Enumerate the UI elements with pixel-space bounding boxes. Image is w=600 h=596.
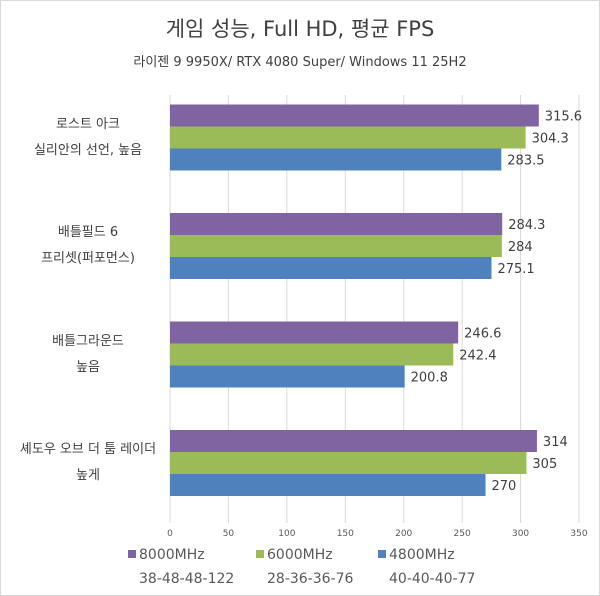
data-label: 284.3 [508, 218, 545, 233]
x-tick-label: 100 [278, 529, 295, 539]
legend-item: 6000MHz [256, 547, 333, 563]
legend-swatch [378, 550, 386, 558]
legend-timing: 28-36-36-76 [267, 571, 354, 587]
data-label: 305 [532, 457, 557, 472]
legend-swatch [256, 550, 264, 558]
bar [170, 235, 502, 257]
bar [170, 257, 492, 279]
x-tick-label: 250 [454, 529, 471, 539]
bar [170, 148, 502, 171]
x-tick-label: 300 [512, 529, 529, 539]
data-label: 242.4 [459, 349, 496, 364]
bar [170, 126, 526, 149]
legend-label: 8000MHz [139, 547, 205, 563]
x-tick-label: 50 [223, 529, 235, 539]
x-tick-label: 150 [337, 529, 354, 539]
data-label: 283.5 [507, 154, 544, 169]
data-label: 284 [508, 240, 533, 255]
x-tick-label: 200 [395, 529, 412, 539]
legend-timing: 38-48-48-122 [139, 571, 235, 587]
bar [170, 321, 459, 344]
bar [170, 104, 539, 127]
category-label-line: 높게 [76, 468, 100, 483]
category-label-line: 배틀필드 6 [57, 225, 119, 240]
category-label-line: 프리셋(퍼포먼스) [41, 251, 135, 266]
data-label: 315.6 [545, 110, 582, 125]
data-label: 275.1 [497, 262, 534, 277]
x-tick-label: 350 [570, 529, 587, 539]
category-label-line: 높음 [76, 359, 100, 375]
legend-swatch [128, 550, 136, 558]
legend-label: 4800MHz [389, 547, 455, 563]
legend-item: 4800MHz [378, 547, 455, 563]
x-tick-label: 0 [167, 529, 173, 539]
chart-subtitle: 라이젠 9 9950X/ RTX 4080 Super/ Windows 11 … [133, 55, 467, 70]
bar [170, 213, 503, 235]
data-label: 304.3 [532, 132, 569, 147]
bar [170, 474, 486, 496]
legend-item: 8000MHz [128, 547, 205, 563]
category-label-line: 배틀그라운드 [52, 333, 124, 349]
category-label: 배틀필드 6 프리셋(퍼포먼스) [13, 220, 163, 272]
data-label: 270 [492, 479, 517, 494]
chart-title: 게임 성능, Full HD, 평균 FPS [165, 17, 435, 41]
bar [170, 365, 405, 388]
legend-timing: 40-40-40-77 [389, 571, 476, 587]
category-label-line: 셰도우 오브 더 툼 레이더 [19, 442, 157, 457]
category-label-line: 로스트 아크 [56, 116, 120, 132]
data-label: 200.8 [411, 371, 448, 386]
data-label: 314 [543, 435, 568, 450]
data-label: 246.6 [464, 327, 501, 342]
bar [170, 343, 454, 366]
legend-label: 6000MHz [267, 547, 333, 563]
category-label-line: 실리안의 선언, 높음 [33, 142, 143, 158]
bar [170, 430, 537, 452]
bar [170, 452, 527, 474]
